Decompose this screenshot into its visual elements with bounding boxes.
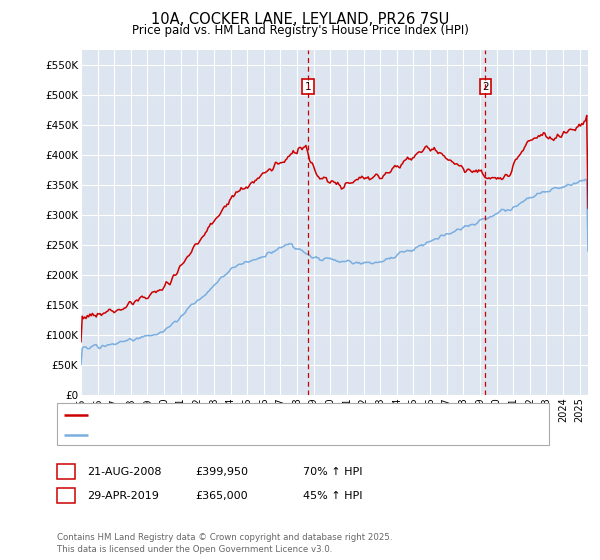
Text: £365,000: £365,000 [195,491,248,501]
Text: £399,950: £399,950 [195,466,248,477]
Text: 10A, COCKER LANE, LEYLAND, PR26 7SU: 10A, COCKER LANE, LEYLAND, PR26 7SU [151,12,449,27]
Text: Contains HM Land Registry data © Crown copyright and database right 2025.
This d: Contains HM Land Registry data © Crown c… [57,533,392,554]
Text: 70% ↑ HPI: 70% ↑ HPI [303,466,362,477]
Text: HPI: Average price, detached house, South Ribble: HPI: Average price, detached house, Sout… [93,430,341,440]
Text: 21-AUG-2008: 21-AUG-2008 [87,466,161,477]
Text: 10A, COCKER LANE, LEYLAND, PR26 7SU (detached house): 10A, COCKER LANE, LEYLAND, PR26 7SU (det… [93,409,387,419]
Text: 1: 1 [62,466,70,477]
Text: 1: 1 [304,82,311,92]
Text: 2: 2 [62,491,70,501]
Text: Price paid vs. HM Land Registry's House Price Index (HPI): Price paid vs. HM Land Registry's House … [131,24,469,37]
Text: 2: 2 [482,82,489,92]
Text: 45% ↑ HPI: 45% ↑ HPI [303,491,362,501]
Text: 29-APR-2019: 29-APR-2019 [87,491,159,501]
